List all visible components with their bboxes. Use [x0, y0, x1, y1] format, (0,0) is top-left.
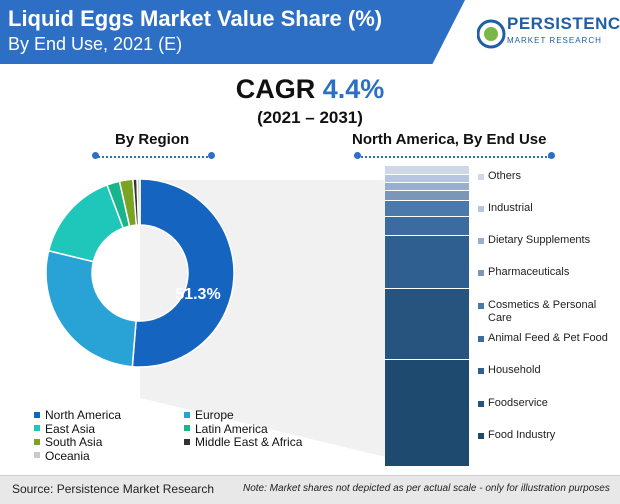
- company-logo: PERSISTENCE MARKET RESEARCH: [477, 12, 620, 58]
- donut-slice-north-america: [131, 178, 235, 368]
- header-banner: [0, 0, 465, 64]
- stack-segment-industrial: [385, 174, 469, 183]
- legend-label: North America: [45, 408, 122, 422]
- enduse-label: Dietary Supplements: [488, 234, 591, 246]
- enduse-swatch: [478, 206, 484, 212]
- logo-tagline: MARKET RESEARCH: [507, 36, 602, 45]
- legend-label: South Asia: [45, 435, 103, 449]
- enduse-section-title: North America, By End Use: [352, 131, 547, 148]
- cagr-period: (2021 – 2031): [257, 108, 363, 127]
- legend-item: Latin America: [184, 422, 268, 436]
- enduse-label: Others: [488, 170, 522, 182]
- legend-item: Middle East & Africa: [184, 435, 302, 449]
- stack-segment-pharmaceuticals: [385, 190, 469, 201]
- cagr-heading: CAGR 4.4%: [0, 74, 620, 105]
- legend-swatch: [34, 425, 40, 432]
- chart-subtitle: By End Use, 2021 (E): [8, 34, 183, 54]
- divider-dot: [208, 152, 215, 159]
- divider-dot: [92, 152, 99, 159]
- enduse-swatch: [478, 368, 484, 374]
- legend-swatch: [184, 438, 190, 445]
- enduse-swatch: [478, 238, 484, 244]
- legend-item: North America: [34, 408, 121, 422]
- enduse-swatch: [478, 270, 484, 276]
- footer-bar: Source: Persistence Market Research Note…: [0, 475, 620, 504]
- enduse-label: Animal Feed & Pet Food: [488, 332, 608, 344]
- enduse-divider: [358, 156, 550, 158]
- stack-segment-animal-feed-pet-food: [385, 216, 469, 235]
- enduse-swatch: [478, 336, 484, 342]
- cagr-value: 4.4%: [322, 74, 385, 104]
- segment-divider: [385, 358, 469, 360]
- segment-divider: [385, 287, 469, 289]
- enduse-label: Household: [488, 364, 541, 376]
- donut-slice-europe: [45, 249, 137, 368]
- enduse-swatch: [478, 174, 484, 180]
- legend-swatch: [34, 411, 40, 418]
- legend-item: South Asia: [34, 435, 102, 449]
- stack-segment-foodservice: [385, 287, 469, 359]
- legend-label: Latin America: [195, 421, 268, 436]
- note-text: Note: Market shares not depicted as per …: [243, 483, 610, 494]
- segment-divider: [385, 235, 469, 236]
- stack-segment-dietary-supplements: [385, 182, 469, 191]
- stack-segment-others: [385, 166, 469, 175]
- legend-label: Oceania: [45, 448, 90, 463]
- enduse-swatch: [478, 401, 484, 407]
- stack-segment-household: [385, 235, 469, 288]
- legend-item: Oceania: [34, 449, 90, 463]
- legend-swatch: [34, 452, 40, 459]
- legend-swatch: [184, 425, 190, 432]
- region-section-title: By Region: [115, 131, 190, 148]
- donut-value-label: 51.3%: [175, 286, 220, 303]
- divider-dot: [354, 152, 361, 159]
- segment-divider: [385, 182, 469, 184]
- chart-title: Liquid Eggs Market Value Share (%): [8, 6, 383, 31]
- legend-swatch: [184, 411, 190, 418]
- segment-divider: [385, 200, 469, 202]
- region-donut-chart: 51.3%: [45, 178, 235, 368]
- segment-divider: [385, 216, 469, 218]
- region-legend: North America Europe East Asia Latin Americ…: [34, 408, 324, 466]
- legend-label: Europe: [195, 408, 234, 422]
- region-divider: [95, 156, 211, 158]
- donut-slice-oceania: [136, 178, 141, 226]
- legend-label: Middle East & Africa: [195, 435, 303, 449]
- segment-divider: [385, 190, 469, 192]
- enduse-swatch: [478, 433, 484, 439]
- enduse-label: Pharmaceuticals: [488, 266, 570, 278]
- legend-label: East Asia: [45, 421, 96, 436]
- enduse-label: Food Industry: [488, 429, 556, 441]
- enduse-swatch: [478, 303, 484, 309]
- segment-divider: [385, 174, 469, 176]
- stack-segment-food-industry: [385, 358, 469, 466]
- source-text: Source: Persistence Market Research: [12, 482, 215, 496]
- cagr-label: CAGR: [235, 74, 316, 104]
- stack-segment-cosmetics-personal-care: [385, 200, 469, 217]
- enduse-label: Cosmetics & Personal Care: [488, 299, 597, 324]
- enduse-label: Foodservice: [488, 397, 548, 409]
- legend-swatch: [34, 438, 40, 445]
- legend-item: Europe: [184, 408, 234, 422]
- enduse-label: Industrial: [488, 202, 533, 214]
- legend-item: East Asia: [34, 422, 95, 436]
- logo-name: PERSISTENCE: [507, 14, 620, 33]
- enduse-stacked-bar: [385, 166, 469, 466]
- divider-dot: [548, 152, 555, 159]
- logo-mark-icon: [477, 19, 506, 49]
